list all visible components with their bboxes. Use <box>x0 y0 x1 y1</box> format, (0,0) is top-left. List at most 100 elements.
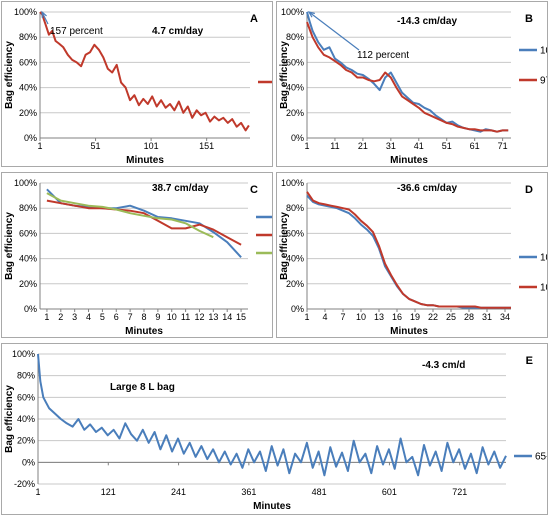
velocity-label: -4.3 cm/d <box>422 360 465 371</box>
x-tick-label: 13 <box>208 312 218 322</box>
x-tick-label: 16 <box>392 312 402 322</box>
y-tick-label: 60% <box>286 57 304 67</box>
x-tick-label: 121 <box>101 487 116 497</box>
y-tick-label: 0% <box>24 133 37 143</box>
y-tick-label: 100% <box>14 178 37 188</box>
x-tick-label: 601 <box>382 487 397 497</box>
y-tick-label: 60% <box>19 57 37 67</box>
panel-letter: C <box>250 184 258 196</box>
y-tick-label: 40% <box>17 414 35 424</box>
y-tick-label: 0% <box>291 304 304 314</box>
annotation-text: 112 percent <box>357 50 409 61</box>
x-tick-label: 10 <box>356 312 366 322</box>
x-axis-title: Minutes <box>126 155 164 166</box>
y-tick-label: 40% <box>286 83 304 93</box>
y-tick-label: 20% <box>19 108 37 118</box>
series-line-c-2 <box>46 192 214 239</box>
x-tick-label: 13 <box>374 312 384 322</box>
y-tick-label: 20% <box>286 108 304 118</box>
x-tick-label: 11 <box>181 312 190 322</box>
series-line-c-1 <box>46 199 242 246</box>
y-tick-label: 80% <box>19 32 37 42</box>
series-line-b-1 <box>306 21 509 133</box>
x-tick-label: 71 <box>498 141 508 151</box>
x-tick-label: 3 <box>72 312 77 322</box>
x-tick-label: 41 <box>414 141 424 151</box>
y-tick-label: 20% <box>17 436 35 446</box>
x-tick-label: 7 <box>340 312 345 322</box>
x-tick-label: 51 <box>442 141 452 151</box>
x-tick-label: 9 <box>155 312 160 322</box>
y-tick-label: 60% <box>17 392 35 402</box>
chart-panel-b: 0% 20% 40% 60% 80% 100% 1 11 21 31 41 51 61 71 Minutes… <box>276 1 550 167</box>
chart-panel-d: 0% 20% 40% 60% 80% 100% 1 4 7 10 13 16 19 22 25 28 31 34 M… <box>276 172 550 338</box>
x-tick-label: 22 <box>428 312 438 322</box>
y-axis-title: Bag efficiency <box>279 212 290 280</box>
series-line-a-0 <box>39 11 250 132</box>
x-tick-label: 481 <box>312 487 327 497</box>
x-tick-label: 1 <box>37 141 42 151</box>
annotation-arrowhead <box>307 11 315 18</box>
x-tick-label: 241 <box>171 487 186 497</box>
chart-d-svg: 0% 20% 40% 60% 80% 100% 1 4 7 10 13 16 19 22 25 28 31 34 M… <box>279 178 550 337</box>
x-tick-label: 721 <box>452 487 467 497</box>
x-axis-title: Minutes <box>390 326 428 337</box>
x-tick-label: 21 <box>358 141 368 151</box>
y-tick-label: 60% <box>286 228 304 238</box>
x-tick-label: 8 <box>141 312 146 322</box>
x-tick-label: 31 <box>482 312 492 322</box>
legend-entry: 97-29 <box>540 76 547 87</box>
y-tick-label: 80% <box>17 371 35 381</box>
y-tick-label: 40% <box>19 254 37 264</box>
annotation-arrow <box>308 11 360 51</box>
annotation-arrow <box>41 11 49 25</box>
y-tick-label: 40% <box>286 254 304 264</box>
x-axis-title: Minutes <box>125 326 163 337</box>
y-tick-label: 80% <box>286 32 304 42</box>
x-tick-label: 25 <box>446 312 456 322</box>
series-line-d-1 <box>306 191 511 309</box>
annotation-text: Large 8 L bag <box>110 382 175 393</box>
y-tick-label: 60% <box>19 228 37 238</box>
series-line-c-0 <box>46 188 242 258</box>
y-axis-title: Bag efficiency <box>4 385 15 453</box>
legend-entry: 100-16 <box>540 253 547 264</box>
x-axis-title: Minutes <box>253 501 291 512</box>
chart-panel-a: 0% 20% 40% 60% 80% 100% 1 51 101 151 Minutes Bag ef… <box>1 1 299 167</box>
x-tick-label: 4 <box>322 312 327 322</box>
panel-letter: A <box>250 13 258 25</box>
x-tick-label: 51 <box>91 141 101 151</box>
chart-b-svg: 0%20%40%60%80%100%1 11 21 31 41 51 61 71Minutes… <box>279 7 550 166</box>
x-tick-label: 11 <box>330 141 339 151</box>
chart-e-svg: -20% 0% 20% 40% 60% 80% 100% 1 121 241 361 481 601 72… <box>4 349 550 512</box>
annotation-arrowhead <box>41 10 47 19</box>
x-tick-label: 31 <box>386 141 396 151</box>
x-tick-label: 1 <box>304 312 309 322</box>
x-tick-label: 6 <box>114 312 119 322</box>
x-tick-label: 101 <box>144 141 159 151</box>
y-tick-label: 80% <box>19 203 37 213</box>
x-tick-label: 61 <box>470 141 480 151</box>
x-tick-label: 1 <box>35 487 40 497</box>
legend-entry: 100-16 <box>540 283 547 294</box>
x-tick-label: 15 <box>236 312 246 322</box>
y-tick-label: 100% <box>14 7 37 17</box>
panel-letter: D <box>525 184 533 196</box>
y-tick-label: 100% <box>281 7 304 17</box>
y-axis-title: Bag efficiency <box>279 41 290 109</box>
x-tick-label: 28 <box>464 312 474 322</box>
y-tick-label: 20% <box>286 279 304 289</box>
x-tick-label: 34 <box>500 312 510 322</box>
chart-panel-c: 0% 20% 40% 60% 80% 100% 1 2 3 4 5 6 7 8 9 10 11 12 13 14 15 M… <box>1 172 297 338</box>
y-axis-title: Bag efficiency <box>4 41 15 109</box>
x-tick-label: 2 <box>58 312 63 322</box>
x-axis-title: Minutes <box>390 155 428 166</box>
y-tick-label: 100% <box>12 349 35 359</box>
chart-c-svg: 0%20%40%60%80%100%1 2 3 4 5 6 7 8 9 10 11 12 13 14 15M… <box>4 178 297 337</box>
panel-letter: B <box>525 13 533 25</box>
y-tick-label: 0% <box>291 133 304 143</box>
x-tick-label: 4 <box>86 312 91 322</box>
panel-letter: E <box>526 355 533 367</box>
y-tick-label: -20% <box>14 479 35 489</box>
